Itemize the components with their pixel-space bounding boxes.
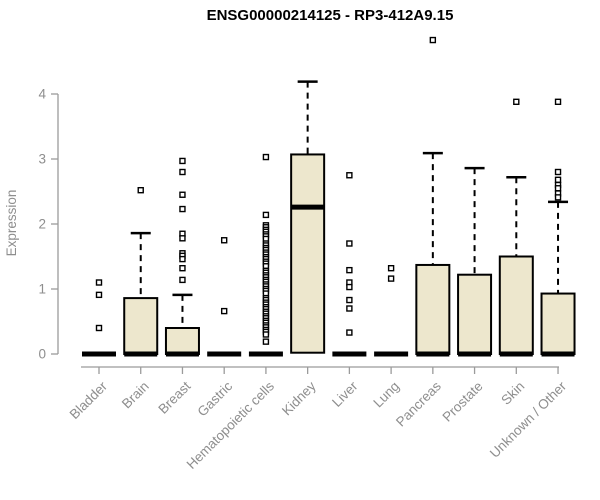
outlier-pancreas (429, 36, 437, 44)
y-tick-label: 3 (38, 152, 46, 167)
outlier-breast (179, 157, 186, 165)
x-tick-label-prostate: Prostate (440, 379, 486, 425)
x-tick-label-gastric: Gastric (194, 378, 235, 419)
box-skin (498, 255, 534, 355)
outlier-gastric (220, 307, 228, 315)
x-tick-label-pancreas: Pancreas (393, 378, 444, 429)
outlier-liver (346, 266, 353, 274)
y-axis-title: Expression (4, 190, 19, 257)
collapsed-box-liver (332, 351, 367, 357)
outlier-breast (179, 265, 186, 272)
outlier-bladder (95, 324, 103, 332)
outlier-breast (179, 168, 186, 176)
x-tick-label-bladder: Bladder (67, 378, 111, 422)
outlier-hematopoietic-cells (262, 211, 270, 219)
outlier-unknown-other (554, 185, 562, 192)
box-brain (123, 297, 159, 356)
outlier-bladder (95, 279, 103, 286)
x-tick-label-liver: Liver (329, 378, 361, 410)
outlier-liver (346, 172, 353, 179)
outlier-unknown-other (554, 98, 562, 106)
outlier-breast (179, 255, 186, 263)
collapsed-box-hematopoietic-cells (248, 351, 283, 357)
outlier-hematopoietic-cells (262, 153, 270, 161)
box-breast (164, 327, 200, 355)
collapsed-box-bladder (82, 351, 116, 357)
x-tick-label-unknown-other: Unknown / Other (487, 378, 570, 461)
outlier-liver (346, 296, 353, 304)
outlier-liver (346, 240, 353, 247)
outlier-hematopoietic-cells (262, 331, 270, 338)
y-tick-label: 1 (38, 282, 46, 297)
outlier-unknown-other (554, 168, 562, 176)
outlier-unknown-other (554, 194, 562, 201)
box-prostate (457, 273, 493, 356)
collapsed-box-lung (374, 351, 409, 357)
outlier-hematopoietic-cells (262, 338, 270, 345)
outlier-breast (179, 205, 186, 213)
outlier-liver (346, 283, 353, 291)
chart-title: ENSG00000214125 - RP3-412A9.15 (207, 7, 454, 24)
outlier-breast (179, 191, 186, 198)
collapsed-box-gastric (207, 351, 242, 357)
box-unknown-other (540, 292, 576, 355)
outlier-lung (387, 265, 395, 272)
outlier-skin (513, 98, 520, 106)
outlier-liver (346, 305, 353, 312)
x-tick-label-breast: Breast (155, 378, 193, 416)
x-tick-label-lung: Lung (370, 379, 402, 411)
y-tick-label: 4 (38, 87, 46, 102)
outlier-unknown-other (554, 176, 562, 184)
outlier-brain (137, 186, 144, 194)
outlier-lung (387, 275, 395, 282)
y-tick-label: 0 (38, 347, 46, 362)
x-tick-label-kidney: Kidney (279, 378, 319, 418)
y-tick-label: 2 (38, 217, 46, 232)
x-tick-label-skin: Skin (498, 379, 527, 408)
x-tick-label-brain: Brain (119, 379, 152, 412)
outlier-breast (179, 276, 186, 284)
outlier-breast (179, 235, 186, 242)
outlier-gastric (220, 237, 228, 244)
box-pancreas (415, 263, 451, 356)
outlier-bladder (95, 291, 103, 299)
box-kidney (290, 153, 326, 354)
outlier-liver (346, 329, 353, 336)
